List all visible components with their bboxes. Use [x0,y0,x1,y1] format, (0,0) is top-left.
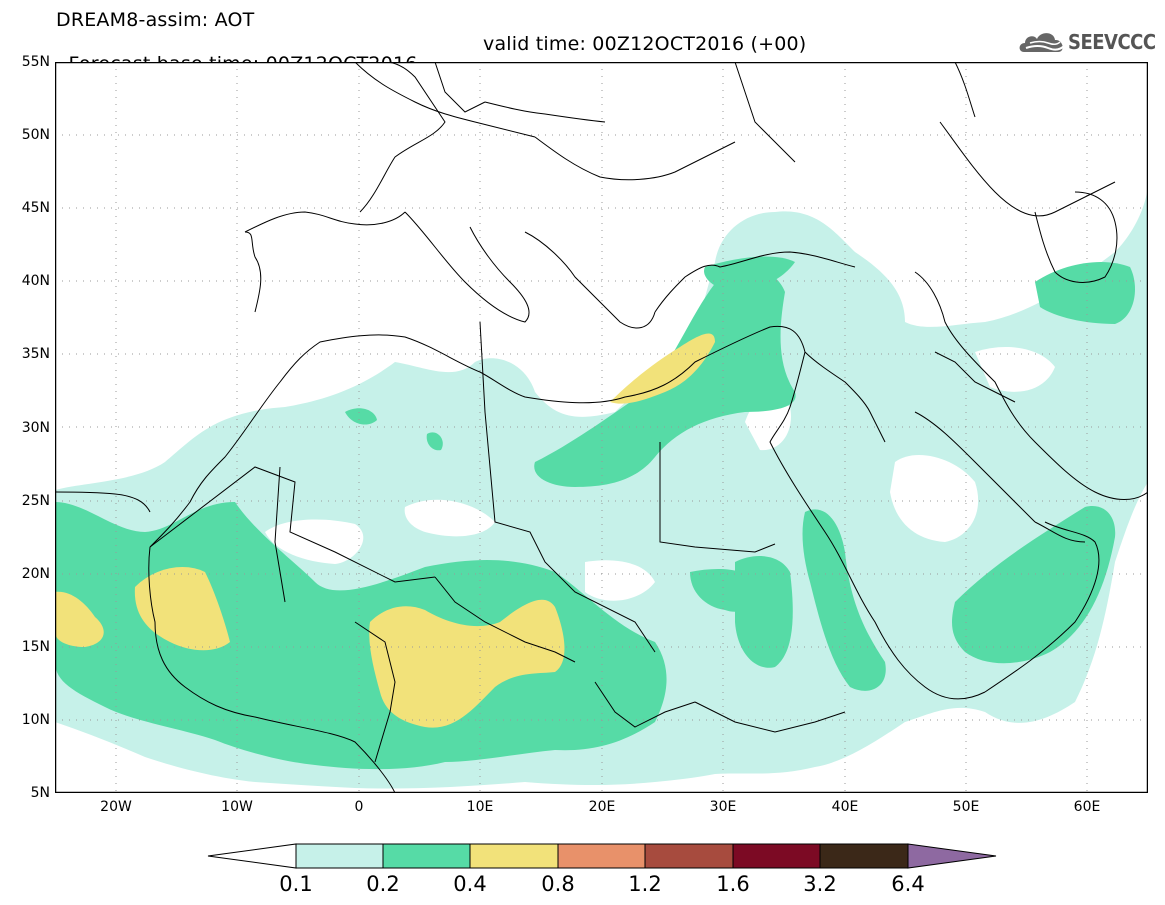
valid-time: valid time: 00Z12OCT2016 (+00) [483,33,807,55]
lon-label: 10E [466,799,494,815]
lat-label: 10N [21,712,50,728]
lat-label: 55N [21,54,50,70]
map-area[interactable] [55,62,1148,793]
lat-label: 25N [21,493,50,509]
map-title: DREAM8-assim: AOT [56,9,255,31]
map-border [55,62,1148,793]
colorbar-label: 6.4 [891,872,925,896]
lat-label: 20N [21,566,50,582]
lat-lon-grid [55,62,1148,793]
colorbar-segment [644,843,734,869]
lat-label: 40N [21,273,50,289]
colorbar-segment [469,843,559,869]
colorbar-segment [382,843,471,869]
colorbar-label: 0.2 [366,872,400,896]
colorbar-segment [557,843,646,869]
colorbar-label: 3.2 [803,872,837,896]
cloud-icon [1019,33,1065,52]
lon-label: 30E [709,799,737,815]
lat-label: 5N [30,785,50,801]
colorbar-above-triangle [907,843,997,869]
colorbar-segment [732,843,821,869]
lon-label: 20E [588,799,616,815]
seevccc-logo: SEEVCCC [1018,26,1158,56]
colorbar-label: 0.8 [541,872,575,896]
lon-label: 10W [221,799,253,815]
lat-label: 35N [21,346,50,362]
coastlines-and-borders [55,62,1148,793]
lon-label: 0 [354,799,364,815]
colorbar-below-triangle [207,843,297,869]
lat-label: 50N [21,127,50,143]
lon-label: 50E [952,799,980,815]
lon-label: 20W [100,799,132,815]
logo-text: SEEVCCC [1068,30,1156,54]
lon-label: 60E [1073,799,1101,815]
lon-label: 40E [831,799,859,815]
aot-band-0.2-0.4 [55,256,1135,770]
lat-label: 15N [21,639,50,655]
colorbar-label: 0.1 [279,872,313,896]
lat-label: 30N [21,420,50,436]
aot-map [55,62,1148,793]
colorbar-segment [295,843,384,869]
colorbar-segment [819,843,909,869]
colorbar-label: 0.4 [453,872,487,896]
lat-label: 45N [21,200,50,216]
colorbar-label: 1.2 [628,872,662,896]
aot-band-0.4-0.8 [55,333,715,728]
colorbar-label: 1.6 [716,872,750,896]
